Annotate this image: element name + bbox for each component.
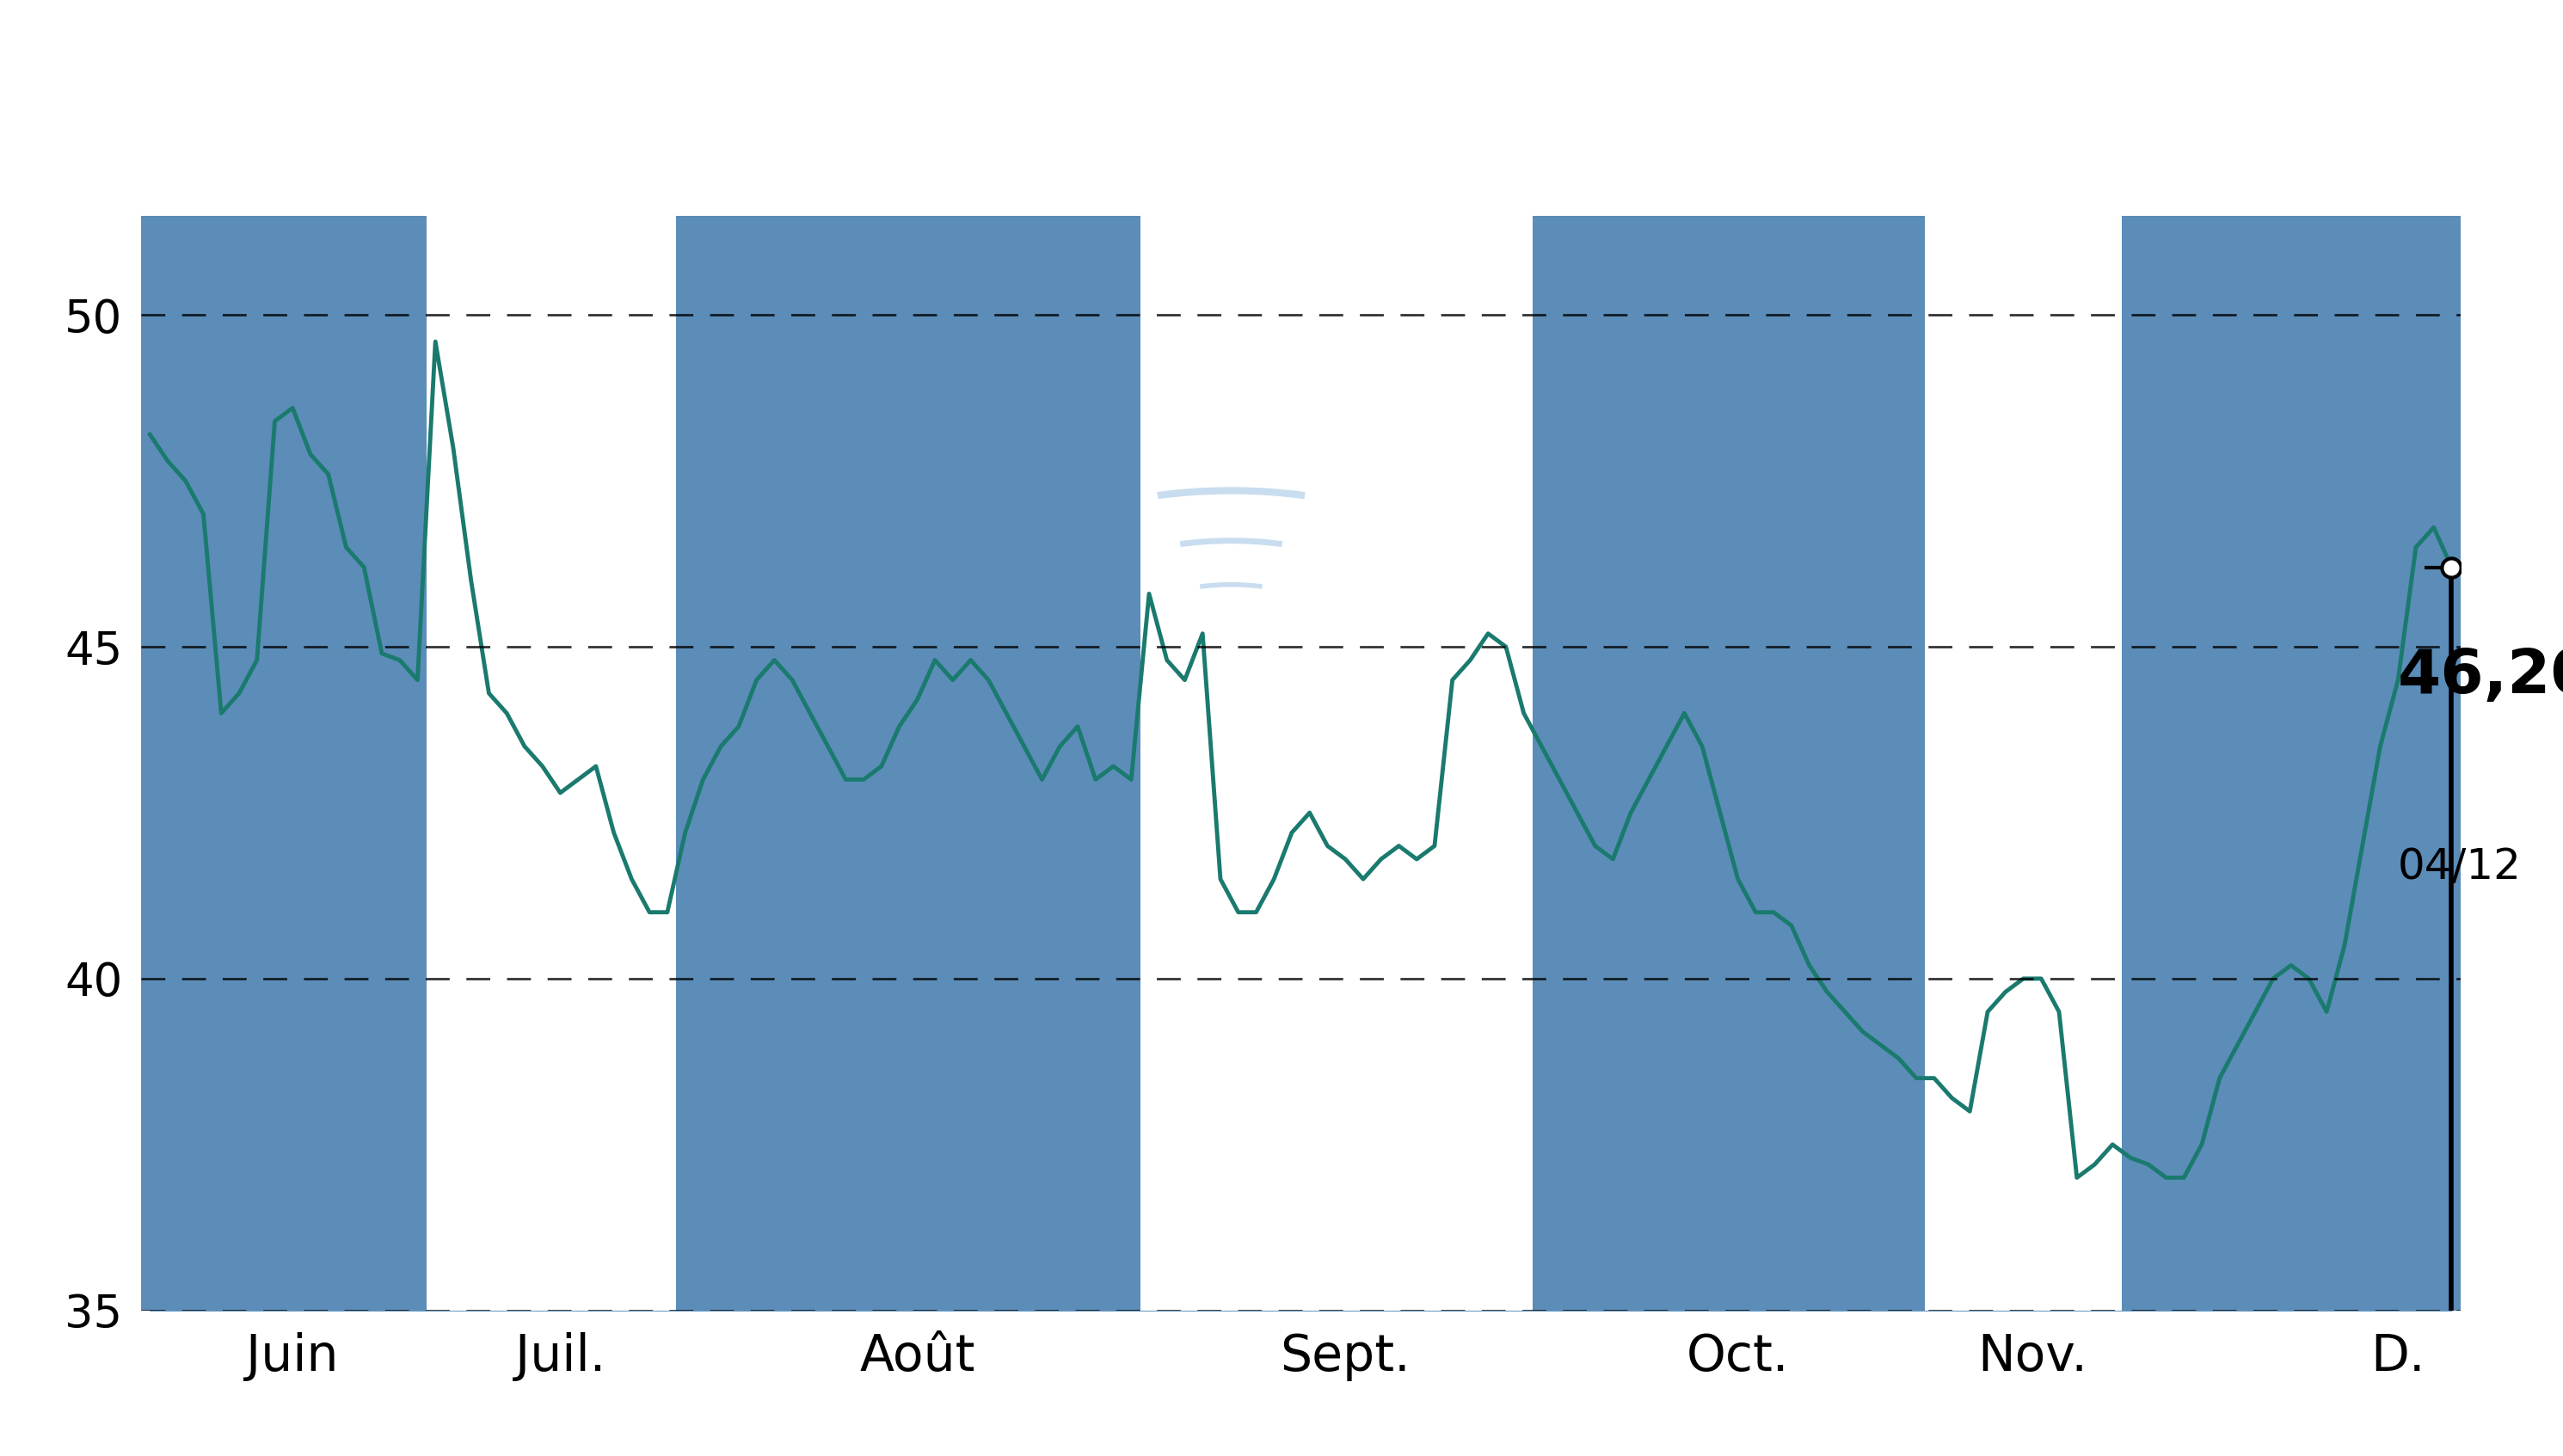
- Text: 04/12: 04/12: [2399, 846, 2522, 887]
- Bar: [141, 215, 425, 1310]
- Bar: [677, 215, 1141, 1310]
- Text: Eckert & Ziegler Strahlen- und Medizintechnik AG: Eckert & Ziegler Strahlen- und Medizinte…: [77, 44, 2486, 128]
- Bar: [1533, 215, 1925, 1310]
- Bar: [2122, 215, 2563, 1310]
- Text: 46,20: 46,20: [2399, 646, 2563, 706]
- Bar: [1141, 215, 1533, 1310]
- Bar: [425, 215, 677, 1310]
- Bar: [1925, 215, 2122, 1310]
